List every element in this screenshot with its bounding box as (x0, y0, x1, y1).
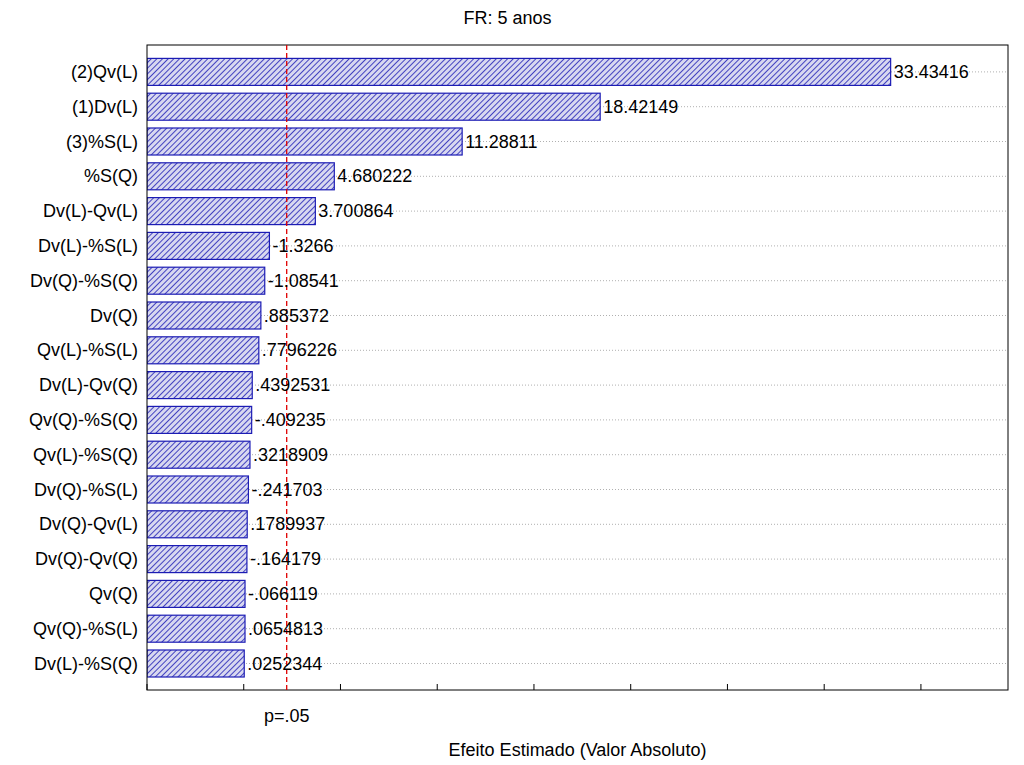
data-label: .0654813 (248, 619, 323, 639)
bar (147, 372, 252, 399)
tick (437, 684, 438, 690)
category-label: (2)Qv(L) (71, 62, 138, 82)
data-label: .1789937 (250, 514, 325, 534)
bar (147, 406, 252, 433)
data-label: .4392531 (255, 375, 330, 395)
category-label: (3)%S(L) (66, 132, 138, 152)
category-label: Dv(Q) (90, 306, 138, 326)
bar (147, 302, 261, 329)
category-label: (1)Dv(L) (72, 97, 138, 117)
bars (147, 58, 891, 677)
data-label: .7796226 (262, 340, 337, 360)
bar (147, 232, 269, 259)
data-label: -.241703 (251, 480, 322, 500)
bar (147, 58, 891, 85)
data-label: -.066119 (248, 584, 318, 604)
bar (147, 128, 462, 155)
data-label: .3218909 (253, 445, 328, 465)
bar (147, 198, 315, 225)
tick (630, 684, 631, 690)
data-label: 3.700864 (318, 201, 393, 221)
category-label: Qv(L)-%S(L) (37, 340, 138, 360)
data-label: 11.28811 (465, 132, 537, 152)
data-label: .885372 (264, 306, 329, 326)
plot-frame (147, 45, 1008, 690)
tick (147, 684, 148, 690)
tick (824, 684, 825, 690)
bar (147, 650, 244, 677)
category-label: Dv(Q)-Qv(L) (39, 514, 138, 534)
category-label: Qv(Q)-%S(L) (33, 619, 138, 639)
axis-title: Efeito Estimado (Valor Absoluto) (449, 740, 707, 760)
category-label: Dv(L)-Qv(Q) (39, 375, 138, 395)
data-label: -.409235 (255, 410, 326, 430)
category-label: Dv(L)-%S(L) (38, 236, 138, 256)
data-label: -1.08541 (268, 271, 339, 291)
data-label: 33.43416 (894, 62, 969, 82)
tick (340, 684, 341, 690)
category-label: Dv(Q)-%S(L) (34, 480, 138, 500)
bar (147, 580, 245, 607)
data-label: -1.3266 (272, 236, 333, 256)
category-label: Dv(Q)-%S(Q) (30, 271, 138, 291)
bar (147, 163, 334, 190)
data-label: -.164179 (250, 549, 321, 569)
bar (147, 546, 247, 573)
bar (147, 441, 250, 468)
reference-label: p=.05 (264, 706, 310, 726)
category-label: Dv(Q)-Qv(Q) (35, 549, 138, 569)
data-label: 4.680222 (337, 166, 412, 186)
bar (147, 93, 600, 120)
category-label: Qv(L)-%S(Q) (33, 445, 138, 465)
bar (147, 511, 247, 538)
category-label: Dv(L)-%S(Q) (34, 654, 138, 674)
category-label: Qv(Q)-%S(Q) (29, 410, 138, 430)
bar (147, 267, 265, 294)
tick (920, 684, 921, 690)
data-label: 18.42149 (603, 97, 678, 117)
tick (533, 684, 534, 690)
background (0, 0, 1024, 765)
bar (147, 476, 248, 503)
bar (147, 615, 245, 642)
tick (727, 684, 728, 690)
category-label: Qv(Q) (89, 584, 138, 604)
chart: FR: 5 anos p=.05 (2)Qv(L) (1)Dv(L) (3)%S(L)%… (0, 0, 1024, 765)
tick (243, 684, 244, 690)
category-label: Dv(L)-Qv(L) (43, 201, 138, 221)
category-label: %S(Q) (84, 166, 138, 186)
title: FR: 5 anos (463, 8, 551, 28)
bar (147, 337, 259, 364)
data-label: .0252344 (247, 654, 322, 674)
